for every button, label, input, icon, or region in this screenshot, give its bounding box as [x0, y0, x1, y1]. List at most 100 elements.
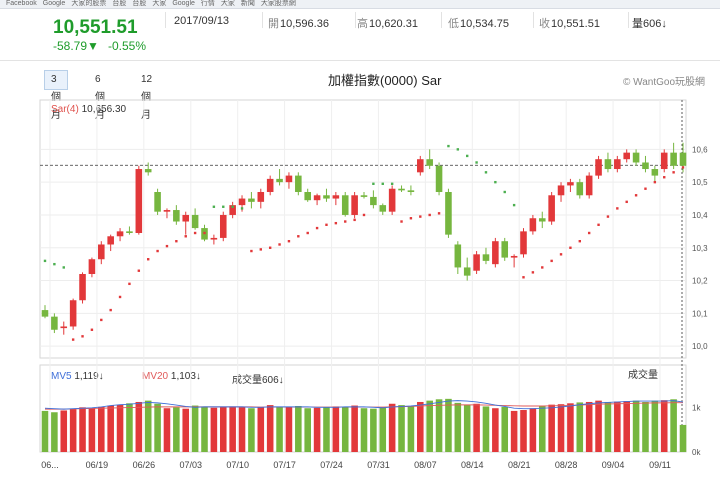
bookmark-item[interactable]: Facebook [6, 0, 37, 7]
candle-body [417, 159, 424, 173]
price-tick-label: 10,5 [692, 178, 708, 187]
candle-body [651, 169, 659, 176]
mv20-legend-value: 1,103↓ [170, 371, 201, 382]
candle-body [51, 316, 58, 330]
divider [262, 12, 263, 28]
tab-6-months[interactable]: 6個月 [95, 74, 105, 121]
divider [355, 12, 356, 28]
sar-dot [634, 194, 638, 197]
candle-body [332, 195, 340, 199]
bookmark-item[interactable]: Google [172, 0, 195, 7]
bookmark-item[interactable]: 行情 [200, 0, 215, 7]
candle-body [614, 159, 621, 170]
sar-legend: Sar(4) 10,656.30 [51, 104, 126, 115]
candle-body [557, 185, 565, 196]
tab-12-months[interactable]: 12個月 [141, 74, 153, 121]
open-value: 10,596.36 [280, 18, 329, 30]
candle-body [538, 218, 546, 222]
sar-dot [184, 235, 187, 238]
sar-dot [456, 148, 460, 151]
volume-bar [351, 405, 358, 452]
volume-legend-value: 606↓ [262, 375, 284, 386]
sar-dot [606, 215, 610, 218]
candle-body [501, 241, 509, 258]
volume-bar [182, 408, 190, 452]
sar-legend-value: 10,656.30 [81, 104, 127, 115]
volume-bar [257, 407, 265, 452]
volume-bar [313, 407, 321, 452]
sar-dot [175, 240, 178, 243]
sar-dot [569, 246, 572, 249]
candle-body [585, 175, 593, 196]
bookmark-item[interactable]: 台股 [112, 0, 127, 7]
date-tick-label: 07/31 [367, 460, 390, 470]
sar-dot [156, 249, 159, 253]
bookmark-item[interactable]: 大家的股票 [71, 0, 107, 7]
open-label: 開 [268, 18, 279, 30]
sar-dot [344, 220, 347, 223]
volume-bar [614, 401, 621, 452]
bookmark-item[interactable]: 大家 [220, 0, 235, 7]
quote-close: 收10,551.51 [539, 15, 600, 31]
bookmark-item[interactable]: 台股 [132, 0, 147, 7]
candle-body [492, 241, 499, 265]
candle-body [276, 178, 283, 183]
candle-body [529, 218, 537, 232]
bookmark-item[interactable]: 新聞 [240, 0, 255, 7]
volume-bar [201, 406, 208, 452]
volume-bar [238, 407, 246, 452]
candle-body [623, 152, 630, 160]
volume-bar [210, 407, 218, 452]
candle-body [454, 244, 462, 268]
sar-dot [62, 266, 65, 269]
candle-body [660, 152, 668, 170]
sar-dot [212, 205, 216, 208]
volume-bar [107, 405, 114, 452]
volume-bar [623, 401, 630, 452]
sar-dot [147, 258, 150, 261]
candle-body [173, 210, 180, 222]
last-price: 10,551.51 [53, 17, 138, 38]
date-tick-label: 08/28 [555, 460, 578, 470]
candle-body [154, 192, 161, 212]
tab-3-months[interactable]: 3個月 [44, 70, 68, 121]
volume-bar [191, 405, 199, 452]
high-label: 高 [357, 18, 368, 30]
bookmarks-bar: Facebook Google 大家的股票 台股 台股 大家 Google 行情 大家 新聞 大家股… [0, 0, 720, 9]
price-tick-label: 10,2 [692, 277, 708, 286]
sar-dot [90, 328, 94, 331]
candle-body [257, 192, 265, 202]
sar-dot [494, 180, 497, 184]
price-tick-label: 10,4 [692, 211, 708, 220]
mv5-legend: MV5 1,119↓ [51, 371, 104, 382]
volume-bar [510, 410, 518, 452]
bookmark-item[interactable]: 大家 [152, 0, 167, 7]
price-tick-label: 10,3 [692, 244, 708, 253]
mv20-legend: MV20 1,103↓ [142, 371, 201, 382]
candle-body [426, 159, 433, 166]
divider [628, 12, 629, 28]
chart-title: 加權指數(0000) Sar [328, 73, 442, 88]
date-tick-label: 06... [41, 460, 59, 470]
volume-bar [595, 400, 602, 452]
quote-bar: 10,551.51 -58.79▼ -0.55% 2017/09/13 開10,… [0, 8, 720, 61]
sar-dot [475, 161, 478, 164]
sar-dot [268, 246, 272, 249]
price-panel-frame [39, 99, 687, 359]
sar-dot [353, 218, 356, 222]
sar-dot [297, 235, 300, 238]
volume-bar [304, 408, 311, 452]
volume-bar [163, 408, 171, 452]
sar-dot [259, 248, 262, 251]
candle-body [632, 152, 640, 163]
candle-body [60, 326, 68, 329]
candle-body [360, 195, 368, 197]
bookmark-item[interactable]: 大家股票網 [260, 0, 296, 7]
quote-date: 2017/09/13 [174, 15, 230, 27]
candle-body [238, 198, 246, 206]
divider [533, 12, 534, 28]
candle-body [341, 195, 349, 215]
candle-body [182, 214, 190, 222]
bookmark-item[interactable]: Google [42, 0, 66, 7]
price-tick-label: 10,6 [692, 145, 708, 154]
